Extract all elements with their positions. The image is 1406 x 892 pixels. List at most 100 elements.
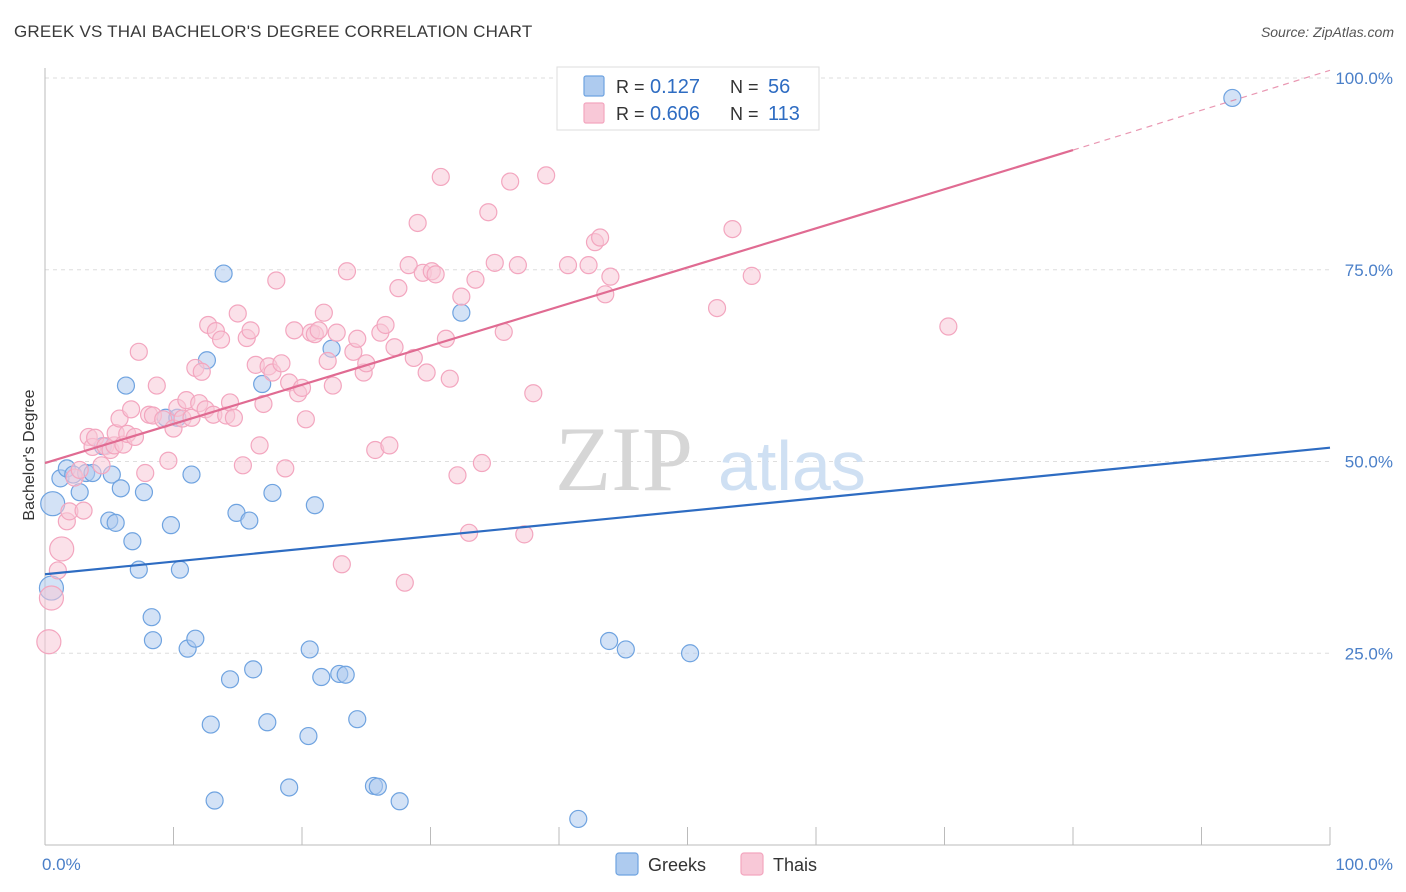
thais-point xyxy=(136,463,155,483)
axes xyxy=(44,68,1331,846)
greeks-point xyxy=(305,496,324,515)
thais-point xyxy=(479,203,498,222)
thais-point xyxy=(472,453,491,473)
thais-point xyxy=(385,338,404,357)
greeks-point xyxy=(214,264,233,283)
thais-point xyxy=(121,400,141,419)
y-axis-title: Bachelor's Degree xyxy=(21,389,38,520)
thais-point xyxy=(485,253,504,272)
y-tick-label: 75.0% xyxy=(1345,261,1393,280)
greeks-point xyxy=(300,640,319,659)
thais-point xyxy=(591,228,610,247)
thais-point xyxy=(399,256,418,275)
greeks-point xyxy=(201,715,220,734)
thais-point xyxy=(431,167,450,187)
thais-n-value: 113 xyxy=(768,103,800,125)
thais-point xyxy=(380,436,399,455)
greeks-legend-label: Greeks xyxy=(648,855,706,875)
trend-lines xyxy=(44,69,1331,576)
thais-point xyxy=(327,323,346,342)
thais-point xyxy=(448,466,467,485)
thais-point xyxy=(537,166,556,185)
greeks-point xyxy=(142,608,161,627)
thais-point xyxy=(501,172,520,191)
watermark: ZIP atlas xyxy=(555,408,866,510)
greeks-point xyxy=(253,374,272,394)
watermark-atlas: atlas xyxy=(718,427,866,505)
thais-point xyxy=(285,321,304,340)
thais-point xyxy=(228,304,247,323)
thais-point xyxy=(241,321,260,340)
thais-trend-line xyxy=(44,149,1074,465)
thais-point xyxy=(48,561,67,580)
thais-r-value: 0.606 xyxy=(650,103,700,125)
greeks-point xyxy=(263,483,282,503)
thais-point xyxy=(250,436,269,455)
thais-point xyxy=(49,536,75,562)
thais-point xyxy=(332,555,351,574)
thais-point xyxy=(337,262,357,281)
thais-point xyxy=(395,573,414,592)
y-tick-label: 25.0% xyxy=(1345,644,1393,663)
thais-point xyxy=(70,460,89,480)
greeks-point xyxy=(680,644,700,663)
n-label: N = xyxy=(730,104,759,124)
thais-point xyxy=(92,456,111,475)
thais-point xyxy=(276,459,295,478)
x-tick-label-min: 0.0% xyxy=(42,855,81,874)
chart-title: GREEK VS THAI BACHELOR'S DEGREE CORRELAT… xyxy=(14,22,533,41)
watermark-zip: ZIP xyxy=(555,408,693,510)
thais-point xyxy=(466,270,485,289)
thais-point xyxy=(74,501,93,520)
thais-point xyxy=(742,266,761,285)
thais-point xyxy=(515,525,534,544)
y-tick-label: 100.0% xyxy=(1335,69,1393,88)
thais-point xyxy=(524,384,543,403)
thais-point xyxy=(296,410,315,429)
thais-point xyxy=(318,351,337,371)
thais-point xyxy=(558,256,578,275)
thais-point xyxy=(267,271,286,290)
thais-trend-extension xyxy=(1072,69,1331,151)
thais-point xyxy=(417,363,436,382)
y-tick-label: 50.0% xyxy=(1345,453,1393,472)
thais-point xyxy=(233,456,252,475)
thais-legend-swatch xyxy=(583,102,605,124)
greeks-point xyxy=(569,809,588,829)
thais-point xyxy=(579,256,598,275)
greeks-point xyxy=(616,640,635,659)
thais-point xyxy=(404,348,423,368)
greeks-point xyxy=(368,777,387,796)
thais-point xyxy=(323,376,342,395)
greeks-point xyxy=(111,479,130,498)
greeks-trend-line xyxy=(44,446,1331,576)
greeks-point xyxy=(280,778,299,797)
greeks-point xyxy=(161,516,181,535)
tick-labels: 25.0% 50.0% 75.0% 100.0% 0.0% 100.0% xyxy=(42,69,1393,874)
n-label: N = xyxy=(730,77,759,97)
thais-point xyxy=(211,330,231,349)
data-points xyxy=(36,70,1242,829)
greeks-legend-swatch xyxy=(615,852,639,876)
thais-point xyxy=(723,219,742,239)
thais-point xyxy=(192,362,211,381)
greeks-legend-swatch xyxy=(583,75,605,97)
greeks-point xyxy=(170,560,190,579)
x-tick-label-max: 100.0% xyxy=(1335,855,1393,874)
greeks-point xyxy=(299,726,318,746)
thais-point xyxy=(224,408,243,427)
thais-point xyxy=(272,354,291,373)
thais-point xyxy=(601,267,620,286)
greeks-point xyxy=(143,631,163,650)
greeks-point xyxy=(390,792,409,811)
thais-point xyxy=(508,256,527,275)
greeks-point xyxy=(312,667,331,687)
thais-point xyxy=(314,303,333,322)
greeks-point xyxy=(258,713,277,732)
thais-point xyxy=(939,317,958,336)
greeks-point xyxy=(240,511,259,530)
greeks-point xyxy=(182,465,201,484)
thais-legend-label: Thais xyxy=(773,855,817,875)
thais-point xyxy=(440,369,459,388)
